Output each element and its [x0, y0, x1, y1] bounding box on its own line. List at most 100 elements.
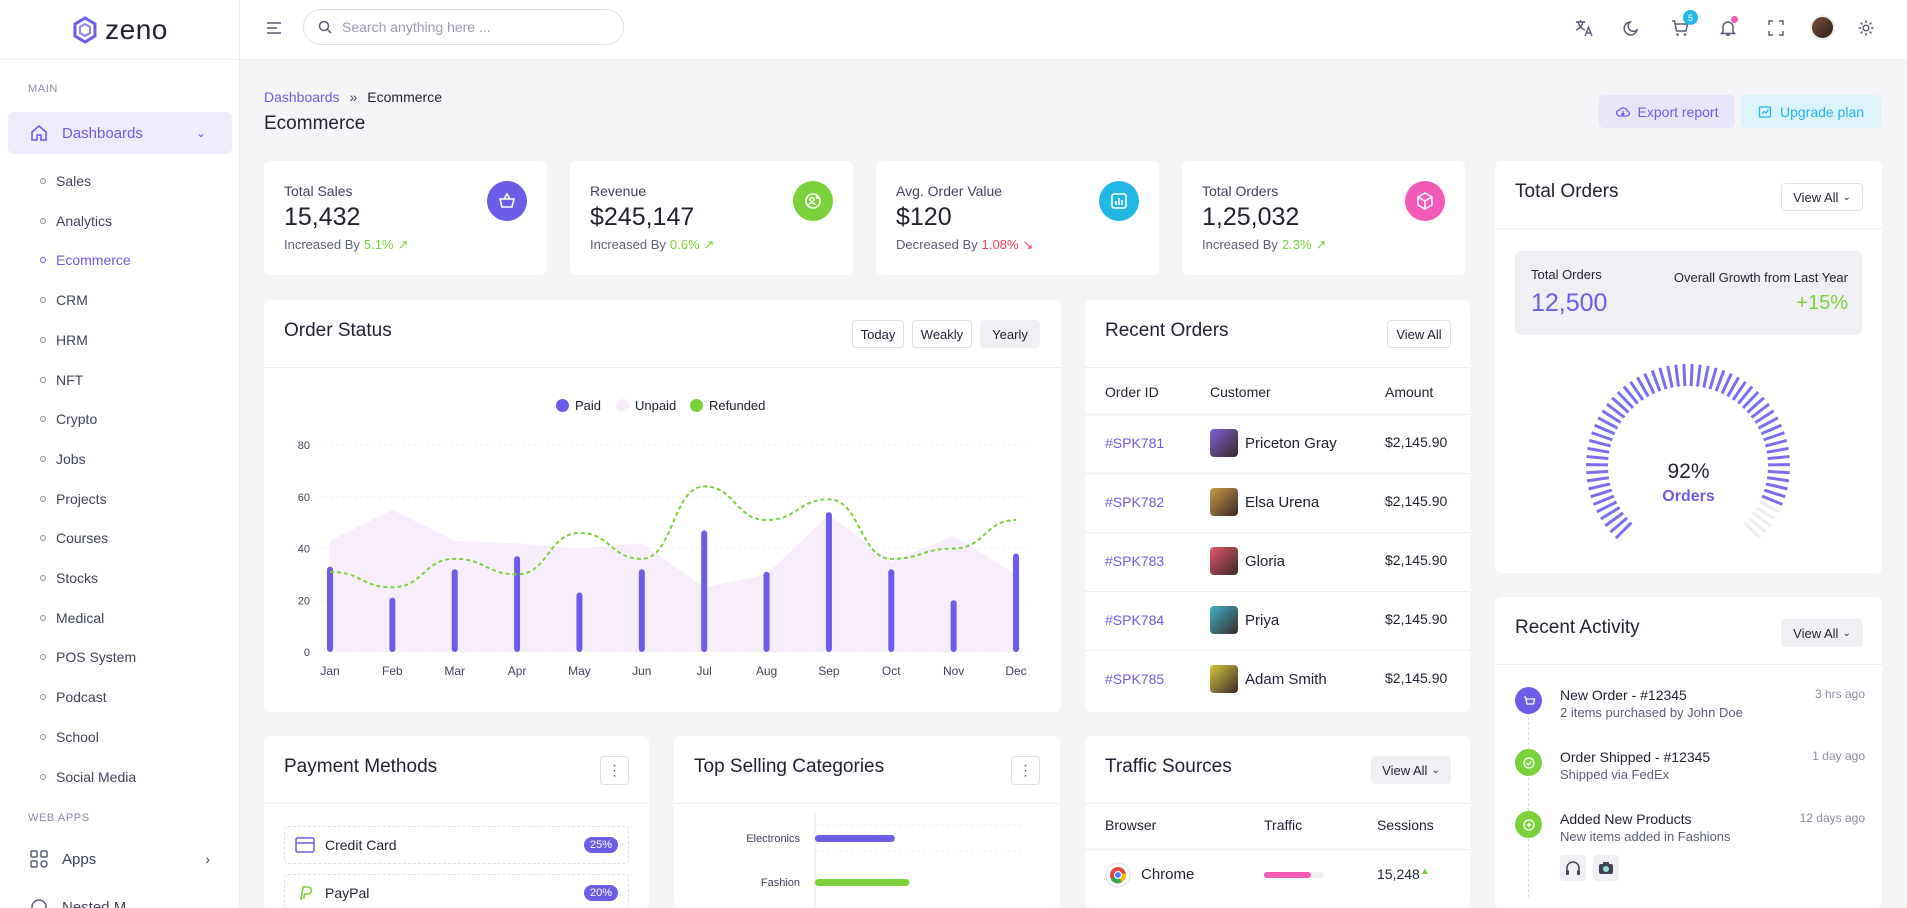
- activity-time: 1 day ago: [1812, 749, 1865, 763]
- cart-button[interactable]: 5: [1668, 10, 1698, 40]
- stat-label: Total Sales: [284, 183, 353, 199]
- filter-weekly[interactable]: Weakly: [912, 320, 972, 348]
- activity-item[interactable]: Order Shipped - #12345 Shipped via FedEx 1…: [1515, 749, 1865, 789]
- breadcrumb: Dashboards » Ecommerce: [264, 89, 442, 105]
- menu-toggle-icon[interactable]: [264, 18, 284, 38]
- table-row[interactable]: #SPK781 Priceton Gray $2,145.90: [1085, 414, 1470, 472]
- order-id-link[interactable]: #SPK781: [1105, 435, 1165, 451]
- total-orders-view-all-button[interactable]: View All ⌄: [1781, 183, 1863, 211]
- order-id-link[interactable]: #SPK784: [1105, 612, 1165, 628]
- sidebar-item-jobs[interactable]: Jobs: [40, 451, 86, 467]
- payment-method-item[interactable]: Credit Card 25%: [284, 826, 629, 864]
- logo[interactable]: zeno: [0, 0, 239, 60]
- settings-button[interactable]: [1854, 16, 1878, 40]
- legend-paid[interactable]: Paid: [556, 398, 601, 413]
- gauge-tick: [1702, 365, 1710, 388]
- search-box[interactable]: [303, 9, 624, 45]
- recent-orders-title: Recent Orders: [1105, 320, 1229, 341]
- sidebar-item-ecommerce[interactable]: Ecommerce: [40, 252, 131, 268]
- user-avatar[interactable]: [1810, 15, 1835, 40]
- activity-title: New Order - #12345: [1560, 687, 1687, 703]
- sidebar-item-school[interactable]: School: [40, 729, 99, 745]
- sidebar-item-nested[interactable]: Nested M: [30, 898, 126, 908]
- gauge-tick: [1765, 439, 1788, 448]
- filter-yearly[interactable]: Yearly: [980, 320, 1040, 348]
- breadcrumb-link[interactable]: Dashboards: [264, 89, 340, 105]
- sidebar-item-stocks[interactable]: Stocks: [40, 570, 98, 586]
- notification-dot: [1731, 16, 1738, 23]
- product-thumbnail[interactable]: [1560, 855, 1586, 881]
- sidebar-item-courses[interactable]: Courses: [40, 530, 108, 546]
- activity-item[interactable]: New Order - #12345 2 items purchased by J…: [1515, 687, 1865, 727]
- order-id-link[interactable]: #SPK785: [1105, 671, 1165, 687]
- gauge-tick: [1606, 402, 1626, 419]
- theme-toggle-button[interactable]: [1620, 16, 1644, 40]
- export-report-button[interactable]: Export report: [1599, 95, 1735, 128]
- sidebar-item-social-media[interactable]: Social Media: [40, 769, 136, 785]
- legend-refunded[interactable]: Refunded: [690, 398, 765, 413]
- notifications-button[interactable]: [1716, 16, 1740, 40]
- order-id-link[interactable]: #SPK782: [1105, 494, 1165, 510]
- avatar: [1210, 665, 1238, 693]
- credit-card-icon: [295, 837, 315, 853]
- gauge-tick: [1622, 385, 1639, 405]
- table-row[interactable]: #SPK784 Priya $2,145.90: [1085, 591, 1470, 649]
- nested-menu-icon: [31, 899, 47, 908]
- recent-orders-view-all-button[interactable]: View All: [1387, 320, 1451, 348]
- sidebar-item-crm[interactable]: CRM: [40, 292, 88, 308]
- category-label: Electronics: [746, 833, 800, 845]
- sidebar-item-crypto[interactable]: Crypto: [40, 411, 97, 427]
- sidebar-item-hrm[interactable]: HRM: [40, 332, 88, 348]
- payment-methods-title: Payment Methods: [284, 756, 438, 777]
- top-selling-menu-button[interactable]: ⋮: [1011, 756, 1040, 785]
- sidebar-item-projects[interactable]: Projects: [40, 491, 107, 507]
- gauge-tick: [1743, 521, 1762, 540]
- col-customer: Customer: [1210, 384, 1271, 400]
- bullet-icon: [40, 535, 46, 541]
- upgrade-plan-button[interactable]: Upgrade plan: [1741, 95, 1881, 128]
- bullet-icon: [40, 734, 46, 740]
- legend-swatch: [616, 399, 629, 412]
- browser-name: Chrome: [1141, 866, 1195, 883]
- trend-percent: 1.08%: [981, 237, 1019, 252]
- section-main-label: MAIN: [28, 83, 58, 95]
- total-orders-card: Total Orders View All ⌄ Total Orders 12,…: [1495, 161, 1882, 573]
- sidebar-item-pos-system[interactable]: POS System: [40, 649, 136, 665]
- paid-bar: [327, 566, 333, 652]
- sidebar-item-nft[interactable]: NFT: [40, 372, 83, 388]
- paid-bar: [638, 569, 645, 652]
- recent-activity-view-all-button[interactable]: View All ⌄: [1781, 619, 1863, 647]
- bell-icon: [1719, 21, 1737, 36]
- fullscreen-button[interactable]: [1764, 16, 1788, 40]
- sidebar-item-dashboards[interactable]: Dashboards ⌄: [8, 112, 232, 154]
- table-row[interactable]: #SPK783 Gloria $2,145.90: [1085, 532, 1470, 590]
- x-tick-label: Sep: [818, 664, 840, 678]
- activity-subtitle: Shipped via FedEx: [1560, 767, 1670, 782]
- payment-methods-menu-button[interactable]: ⋮: [600, 756, 629, 785]
- cart-icon: [1672, 20, 1689, 36]
- sidebar-item-analytics[interactable]: Analytics: [40, 213, 112, 229]
- sidebar-item-sales[interactable]: Sales: [40, 173, 91, 189]
- payment-method-item[interactable]: PayPal 20%: [284, 874, 629, 908]
- sidebar-item-podcast[interactable]: Podcast: [40, 689, 107, 705]
- language-button[interactable]: [1572, 16, 1596, 40]
- sidebar-item-label: CRM: [56, 292, 88, 308]
- traffic-row[interactable]: Chrome 15,248 ▲: [1085, 850, 1470, 900]
- sidebar-item-medical[interactable]: Medical: [40, 610, 104, 626]
- traffic-view-all-button[interactable]: View All ⌄: [1371, 756, 1451, 784]
- sidebar-item-label: Dashboards: [62, 124, 143, 142]
- table-row[interactable]: #SPK782 Elsa Urena $2,145.90: [1085, 473, 1470, 531]
- product-thumbnail[interactable]: [1593, 855, 1619, 881]
- sidebar-item-apps[interactable]: Apps ›: [30, 850, 210, 868]
- legend-unpaid[interactable]: Unpaid: [616, 398, 676, 413]
- translate-icon: [1575, 20, 1593, 37]
- gear-icon: [1858, 20, 1874, 36]
- gauge-tick: [1650, 369, 1662, 392]
- table-row[interactable]: #SPK785 Adam Smith $2,145.90: [1085, 650, 1470, 708]
- gauge-tick: [1658, 367, 1668, 390]
- activity-item[interactable]: Added New Products New items added in Fas…: [1515, 811, 1865, 851]
- filter-today[interactable]: Today: [852, 320, 904, 348]
- order-id-link[interactable]: #SPK783: [1105, 553, 1165, 569]
- stat-trend: Increased By 2.3% ↗: [1202, 237, 1326, 253]
- search-input[interactable]: [342, 19, 602, 35]
